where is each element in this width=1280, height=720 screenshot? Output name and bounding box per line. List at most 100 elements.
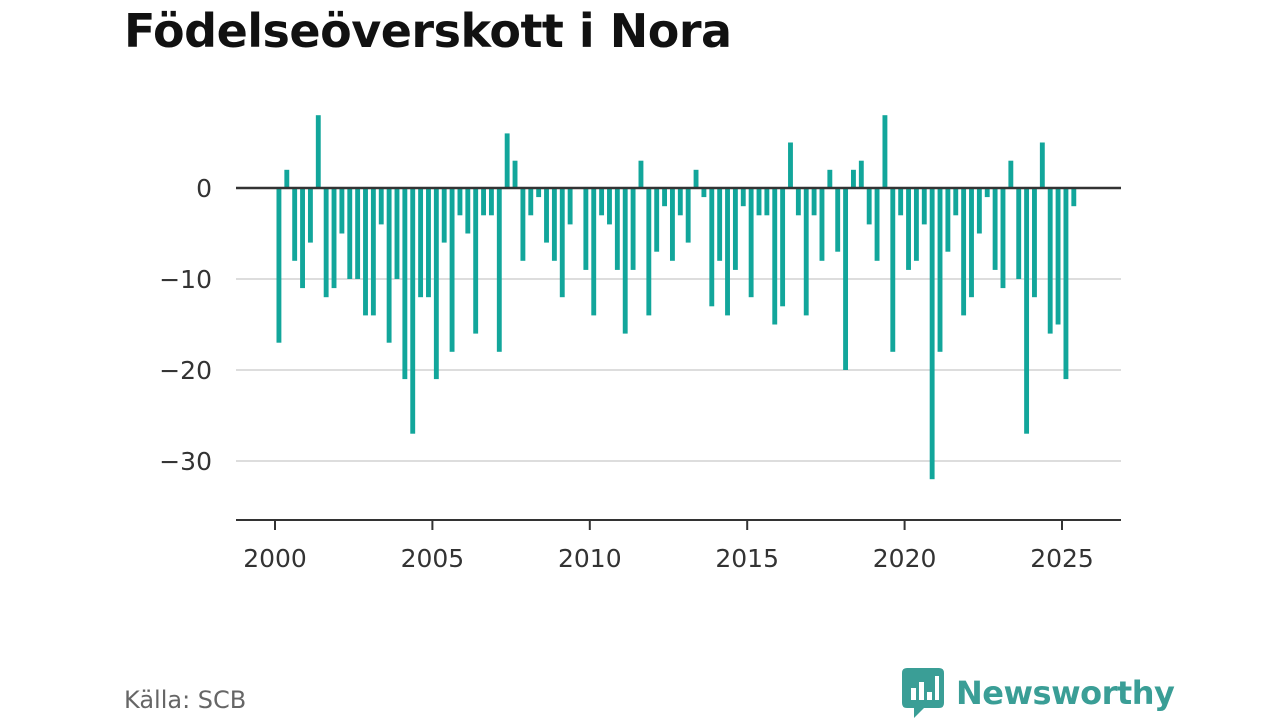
bar [851,169,856,188]
bar [646,188,652,316]
bar [1016,188,1022,279]
bar [937,188,943,352]
bar [882,115,888,188]
bar [1000,188,1006,289]
bar [874,188,880,261]
bar [1024,188,1030,434]
bar [843,188,849,370]
bar [284,169,290,188]
page-title: Födelseöverskott i Nora [124,4,732,58]
bar [740,188,746,207]
bar [370,188,376,316]
bar [630,188,636,270]
bar [607,188,612,225]
bar [292,188,298,261]
bar [1063,188,1069,380]
bar [788,142,793,188]
bar [654,188,660,252]
x-tick-label: 2025 [1030,544,1094,573]
bar [426,188,431,298]
bar [433,188,439,380]
bar [386,188,392,343]
bar [693,169,699,188]
bar [756,188,762,216]
bar [583,188,589,270]
bar [457,188,463,216]
bar [858,160,864,188]
bar [835,188,841,252]
x-tick-label: 2000 [243,544,307,573]
bar [339,188,345,234]
bar [331,188,337,289]
bar [599,188,605,216]
bar [921,188,927,225]
bar [662,188,668,207]
bar [803,188,809,316]
bar [764,188,770,216]
bar-chart-speech-bubble-icon [902,668,944,718]
bar [1071,188,1077,207]
bar [945,188,951,252]
bar [748,188,754,298]
bar [307,188,313,243]
source-note: Källa: SCB [124,686,247,714]
bar [780,188,786,307]
bar [622,188,628,334]
bar [559,188,565,298]
bar [819,188,825,261]
bar [827,169,833,188]
bar [913,188,919,261]
bar [953,188,959,216]
brand-name: Newsworthy [956,674,1175,712]
bar [567,188,573,225]
bar [551,188,557,261]
bar [976,188,982,234]
grid-lines [236,278,1121,462]
bar [677,188,683,216]
bar [394,188,400,279]
y-axis-labels: 0 −10 −20 −30 [159,174,212,476]
bar [441,188,447,243]
bar [992,188,998,270]
bar [315,115,321,188]
bar [732,188,738,270]
bar [536,188,542,198]
bar [355,188,361,279]
bar [866,188,872,225]
bar [1039,142,1045,188]
bar [481,188,486,216]
bar [614,188,620,270]
bar-series [276,115,1077,480]
bar [449,188,455,352]
bar [591,188,597,316]
bar [276,188,282,343]
x-axis: 2000 2005 2010 2015 2020 2025 [236,519,1121,573]
bar [709,188,715,307]
bar [363,188,368,316]
bar [300,188,305,289]
bar [488,188,494,216]
x-tick-label: 2005 [401,544,465,573]
bar [1032,188,1037,298]
x-tick-label: 2015 [715,544,779,573]
bar [473,188,479,334]
bar [795,188,801,216]
bar [725,188,730,316]
y-tick-label: 0 [196,174,212,203]
brand-logo: Newsworthy [902,668,1175,718]
y-tick-label: −10 [159,265,212,294]
bar [717,188,723,261]
bar [465,188,471,234]
bar [929,188,935,480]
bar [1008,160,1014,188]
bar [811,188,817,216]
bar [1047,188,1053,334]
x-tick-label: 2010 [558,544,622,573]
bar [906,188,911,270]
bar [504,133,510,188]
y-tick-label: −30 [159,447,212,476]
bar [898,188,904,216]
bar [984,188,990,198]
bar [685,188,691,243]
